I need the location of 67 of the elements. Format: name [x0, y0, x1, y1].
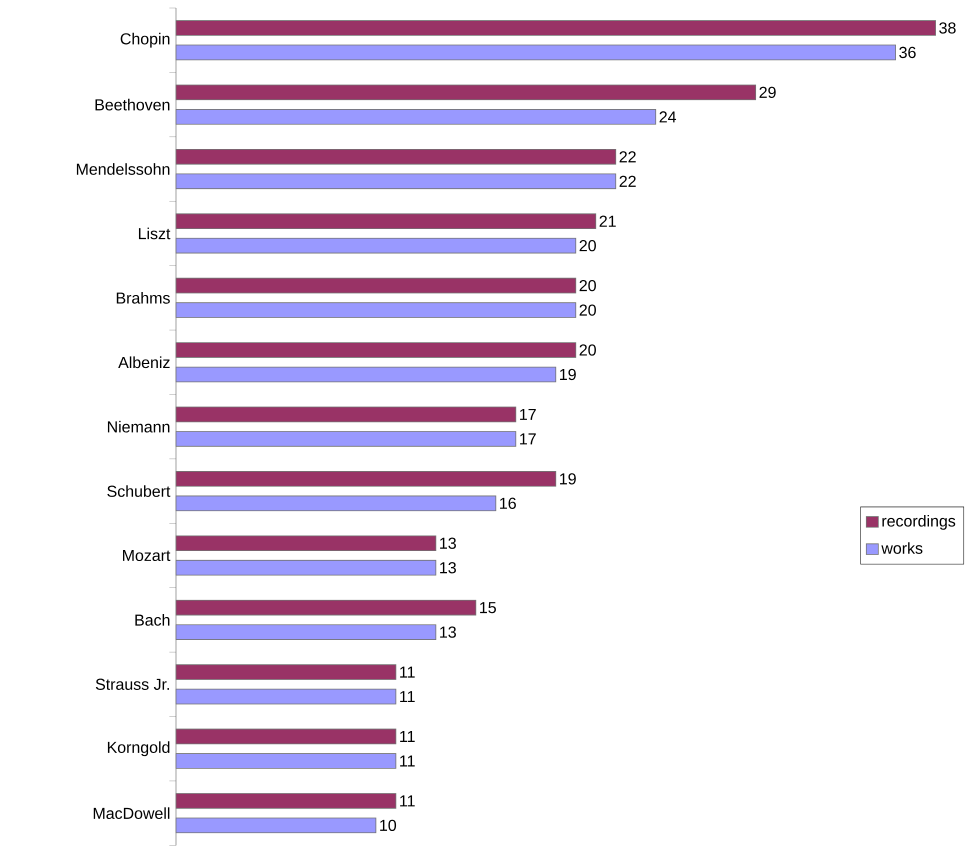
bar: [176, 302, 576, 318]
bar: [176, 753, 396, 769]
y-tick-label: Beethoven: [96, 98, 170, 110]
bar: [176, 20, 936, 36]
legend-label: recordings: [882, 514, 956, 530]
bar: [176, 624, 436, 640]
bar: [176, 213, 596, 230]
data-label: 11: [400, 755, 415, 766]
bar: [176, 148, 616, 165]
data-label: 38: [939, 22, 956, 34]
y-tick-label: Strauss Jr.: [96, 678, 169, 690]
bar: [176, 818, 376, 834]
data-label: 11: [400, 731, 415, 742]
bar: [176, 535, 436, 552]
bar: [176, 600, 476, 616]
bar: [176, 44, 896, 60]
bar: [176, 471, 556, 487]
data-label: 20: [580, 280, 596, 292]
bar: [176, 496, 496, 512]
data-label: 20: [580, 240, 596, 252]
bar: [176, 431, 516, 447]
y-tick-label: Schubert: [107, 485, 170, 497]
bar: [176, 728, 396, 744]
y-tick-label: Niemann: [108, 420, 170, 433]
data-label: 19: [560, 368, 576, 380]
data-label: 15: [480, 602, 496, 614]
data-label: 24: [660, 111, 676, 122]
data-label: 10: [380, 820, 396, 832]
data-label: 11: [400, 691, 415, 702]
data-label: 19: [560, 473, 576, 484]
data-label: 36: [899, 46, 916, 58]
y-tick-label: Mendelssohn: [76, 163, 170, 175]
y-tick-label: Bach: [135, 614, 170, 626]
bar: [176, 560, 436, 576]
bar: [176, 84, 756, 100]
y-tick-label: Liszt: [138, 228, 170, 240]
bar: [176, 664, 396, 680]
bar: [176, 238, 576, 254]
data-label: 22: [620, 176, 636, 187]
y-tick-label: Mozart: [123, 550, 170, 562]
legend-label: works: [881, 542, 922, 554]
data-label: 11: [400, 666, 415, 678]
y-tick-label: MacDowell: [94, 807, 170, 819]
data-label: 17: [520, 408, 536, 420]
bar: [176, 793, 396, 809]
data-label: 21: [600, 216, 616, 227]
data-label: 20: [580, 304, 596, 316]
data-label: 16: [500, 498, 516, 509]
bar: [176, 688, 396, 704]
bar: [176, 278, 576, 294]
y-tick-label: Korngold: [108, 741, 170, 756]
y-tick-label: Brahms: [116, 292, 170, 304]
data-label: 20: [580, 344, 596, 356]
bar: [176, 406, 516, 422]
bar: [176, 366, 556, 382]
data-label: 13: [440, 562, 456, 574]
bar: [176, 173, 616, 190]
data-label: 29: [760, 86, 776, 98]
bar: [176, 109, 656, 125]
data-label: 17: [520, 433, 536, 444]
data-label: 22: [620, 151, 636, 162]
y-tick-label: Albeniz: [118, 356, 170, 368]
data-label: 11: [400, 795, 415, 806]
bar: [176, 342, 576, 358]
y-tick-label: Chopin: [120, 32, 170, 48]
data-label: 13: [440, 626, 456, 638]
data-label: 13: [440, 538, 456, 549]
